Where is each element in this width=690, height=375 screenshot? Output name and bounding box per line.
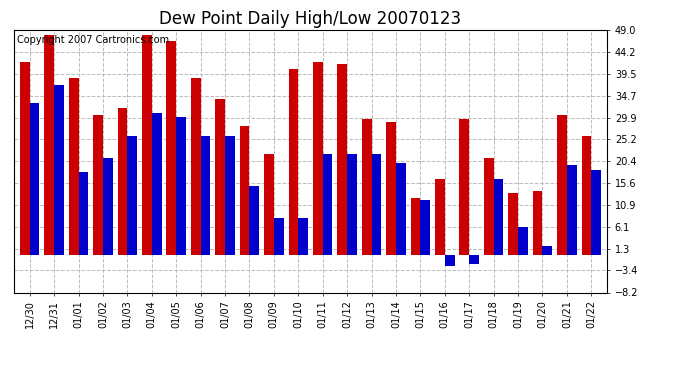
Bar xyxy=(567,165,577,255)
Bar xyxy=(288,69,298,255)
Bar xyxy=(166,42,176,255)
Bar xyxy=(493,179,504,255)
Bar xyxy=(460,120,469,255)
Title: Dew Point Daily High/Low 20070123: Dew Point Daily High/Low 20070123 xyxy=(159,10,462,28)
Bar xyxy=(386,122,396,255)
Bar xyxy=(20,62,30,255)
Bar xyxy=(117,108,128,255)
Bar xyxy=(396,163,406,255)
Bar xyxy=(337,64,347,255)
Bar xyxy=(469,255,479,264)
Bar xyxy=(274,218,284,255)
Bar xyxy=(176,117,186,255)
Bar xyxy=(93,115,103,255)
Bar xyxy=(557,115,567,255)
Bar xyxy=(445,255,455,266)
Bar xyxy=(142,34,152,255)
Bar xyxy=(215,99,225,255)
Bar xyxy=(347,154,357,255)
Bar xyxy=(225,135,235,255)
Bar xyxy=(509,193,518,255)
Bar xyxy=(362,120,371,255)
Bar xyxy=(298,218,308,255)
Bar xyxy=(484,159,493,255)
Bar xyxy=(371,154,382,255)
Bar xyxy=(518,227,528,255)
Bar xyxy=(30,104,39,255)
Bar xyxy=(591,170,601,255)
Bar xyxy=(435,179,445,255)
Bar xyxy=(103,159,112,255)
Bar xyxy=(69,78,79,255)
Bar xyxy=(533,190,542,255)
Bar xyxy=(191,78,201,255)
Bar xyxy=(582,135,591,255)
Bar xyxy=(250,186,259,255)
Bar xyxy=(542,246,552,255)
Bar xyxy=(79,172,88,255)
Bar xyxy=(323,154,333,255)
Bar xyxy=(128,135,137,255)
Bar xyxy=(201,135,210,255)
Bar xyxy=(44,34,54,255)
Bar xyxy=(239,126,250,255)
Bar xyxy=(411,198,420,255)
Bar xyxy=(264,154,274,255)
Bar xyxy=(313,62,323,255)
Bar xyxy=(54,85,64,255)
Text: Copyright 2007 Cartronics.com: Copyright 2007 Cartronics.com xyxy=(17,35,169,45)
Bar xyxy=(152,112,161,255)
Bar xyxy=(420,200,430,255)
